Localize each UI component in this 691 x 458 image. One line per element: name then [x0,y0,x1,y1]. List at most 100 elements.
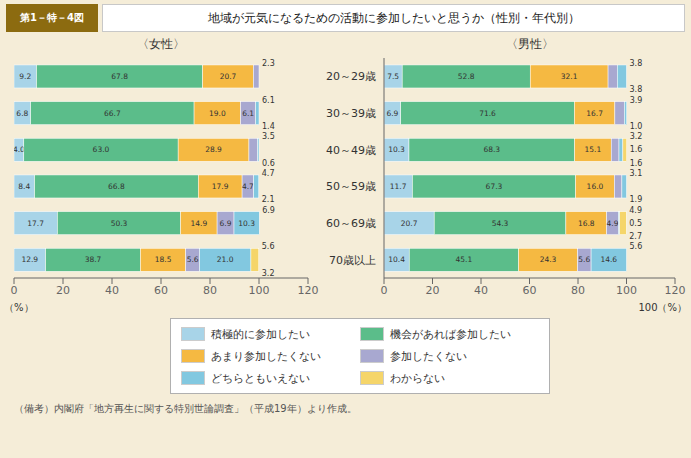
html-text:参加したくない: 参加したくない [390,349,467,363]
svg-text:6.1: 6.1 [262,96,275,105]
svg-text:4.7: 4.7 [262,169,275,178]
svg-text:17.7: 17.7 [27,219,44,228]
svg-text:10.4: 10.4 [388,255,405,264]
svg-text:0.5: 0.5 [629,219,642,228]
svg-text:10.3: 10.3 [388,145,405,154]
svg-text:1.0: 1.0 [630,122,643,131]
svg-text:54.3: 54.3 [492,219,509,228]
svg-text:19.0: 19.0 [209,109,226,118]
html-text:（備考）内閣府「地方再生に関する特別世論調査」（平成19年）: （備考）内閣府「地方再生に関する特別世論調査」（平成19年）より作成。 [14,403,357,414]
svg-text:0: 0 [11,284,18,297]
svg-text:5.6: 5.6 [578,255,590,264]
svg-text:66.8: 66.8 [108,182,125,191]
svg-text:24.3: 24.3 [540,255,557,264]
svg-text:100: 100 [616,284,637,297]
svg-text:68.3: 68.3 [483,145,500,154]
svg-text:20: 20 [56,284,70,297]
svg-text:20～29歳: 20～29歳 [326,70,376,83]
svg-text:5.6: 5.6 [630,242,643,251]
html-text:どちらともいえない: どちらともいえない [211,371,310,385]
svg-text:60～69歳: 60～69歳 [326,217,376,230]
svg-text:4.9: 4.9 [629,206,642,215]
svg-text:60: 60 [523,284,537,297]
svg-text:40: 40 [105,284,119,297]
svg-text:17.9: 17.9 [212,182,229,191]
svg-text:20.7: 20.7 [401,219,418,228]
svg-text:12.9: 12.9 [21,255,38,264]
svg-text:63.0: 63.0 [93,145,110,154]
svg-text:100: 100 [249,284,270,297]
svg-text:67.3: 67.3 [486,182,503,191]
svg-text:3.2: 3.2 [262,269,275,278]
svg-text:5.6: 5.6 [262,242,275,251]
svg-text:8.4: 8.4 [18,182,30,191]
svg-text:0.6: 0.6 [262,159,275,168]
svg-text:7.5: 7.5 [387,72,399,81]
svg-text:38.7: 38.7 [85,255,102,264]
svg-text:32.1: 32.1 [561,72,578,81]
svg-text:50～59歳: 50～59歳 [326,180,376,193]
svg-text:52.8: 52.8 [458,72,475,81]
svg-text:67.8: 67.8 [111,72,128,81]
svg-text:60: 60 [154,284,168,297]
svg-text:71.6: 71.6 [479,109,496,118]
svg-text:120: 120 [298,284,319,297]
svg-text:40～49歳: 40～49歳 [326,144,376,157]
svg-text:4.0: 4.0 [14,145,25,154]
svg-text:28.9: 28.9 [205,145,222,154]
svg-text:1.6: 1.6 [630,159,643,168]
svg-text:1.6: 1.6 [630,145,643,154]
html-text:わからない: わからない [390,371,445,385]
svg-text:45.1: 45.1 [456,255,473,264]
svg-text:5.6: 5.6 [187,255,199,264]
svg-text:120: 120 [665,284,684,297]
svg-text:2.7: 2.7 [629,232,642,241]
svg-text:20.7: 20.7 [220,72,237,81]
svg-text:1.4: 1.4 [262,122,275,131]
svg-text:66.7: 66.7 [104,109,121,118]
svg-text:21.0: 21.0 [217,255,234,264]
html-text:機会があれば参加したい: 機会があれば参加したい [390,327,511,341]
svg-text:40: 40 [474,284,488,297]
svg-text:80: 80 [203,284,217,297]
html-text:100（%）: 100（%） [638,302,687,313]
svg-text:3.2: 3.2 [630,132,643,141]
html-text:〈男性〉: 〈男性〉 [505,37,554,51]
svg-text:20: 20 [426,284,440,297]
svg-text:80: 80 [571,284,585,297]
svg-text:3.9: 3.9 [630,96,643,105]
svg-text:6.9: 6.9 [262,206,275,215]
svg-text:50.3: 50.3 [111,219,128,228]
svg-text:0: 0 [381,284,388,297]
svg-text:3.8: 3.8 [630,59,643,68]
html-text:あまり参加したくない: あまり参加したくない [211,349,321,363]
svg-text:18.5: 18.5 [155,255,172,264]
svg-text:6.8: 6.8 [16,109,28,118]
svg-text:3.5: 3.5 [262,132,275,141]
svg-text:3.1: 3.1 [630,169,643,178]
svg-text:3.8: 3.8 [630,85,643,94]
html-text:地域が元気になるための活動に参加したいと思うか（性別・年代別: 地域が元気になるための活動に参加したいと思うか（性別・年代別） [207,10,580,25]
svg-text:14.9: 14.9 [191,219,208,228]
html-text:〈女性〉: 〈女性〉 [137,37,185,51]
svg-text:14.6: 14.6 [600,255,617,264]
svg-text:30～39歳: 30～39歳 [326,107,376,120]
svg-text:70歳以上: 70歳以上 [329,254,376,267]
svg-text:6.9: 6.9 [220,219,232,228]
html-text:第1－特－4図: 第1－特－4図 [20,12,84,23]
svg-text:6.1: 6.1 [242,109,254,118]
svg-text:2.3: 2.3 [262,59,275,68]
svg-text:16.8: 16.8 [578,219,595,228]
svg-text:1.9: 1.9 [630,195,643,204]
svg-text:4.7: 4.7 [242,182,254,191]
svg-text:15.1: 15.1 [585,145,602,154]
svg-text:16.0: 16.0 [587,182,604,191]
svg-text:2.1: 2.1 [262,195,275,204]
svg-text:4.9: 4.9 [607,219,619,228]
html-text:積極的に参加したい: 積極的に参加したい [211,327,310,341]
svg-text:11.7: 11.7 [390,182,407,191]
svg-text:16.7: 16.7 [586,109,603,118]
svg-text:9.2: 9.2 [19,72,31,81]
svg-text:10.3: 10.3 [238,219,255,228]
svg-text:6.9: 6.9 [386,109,398,118]
